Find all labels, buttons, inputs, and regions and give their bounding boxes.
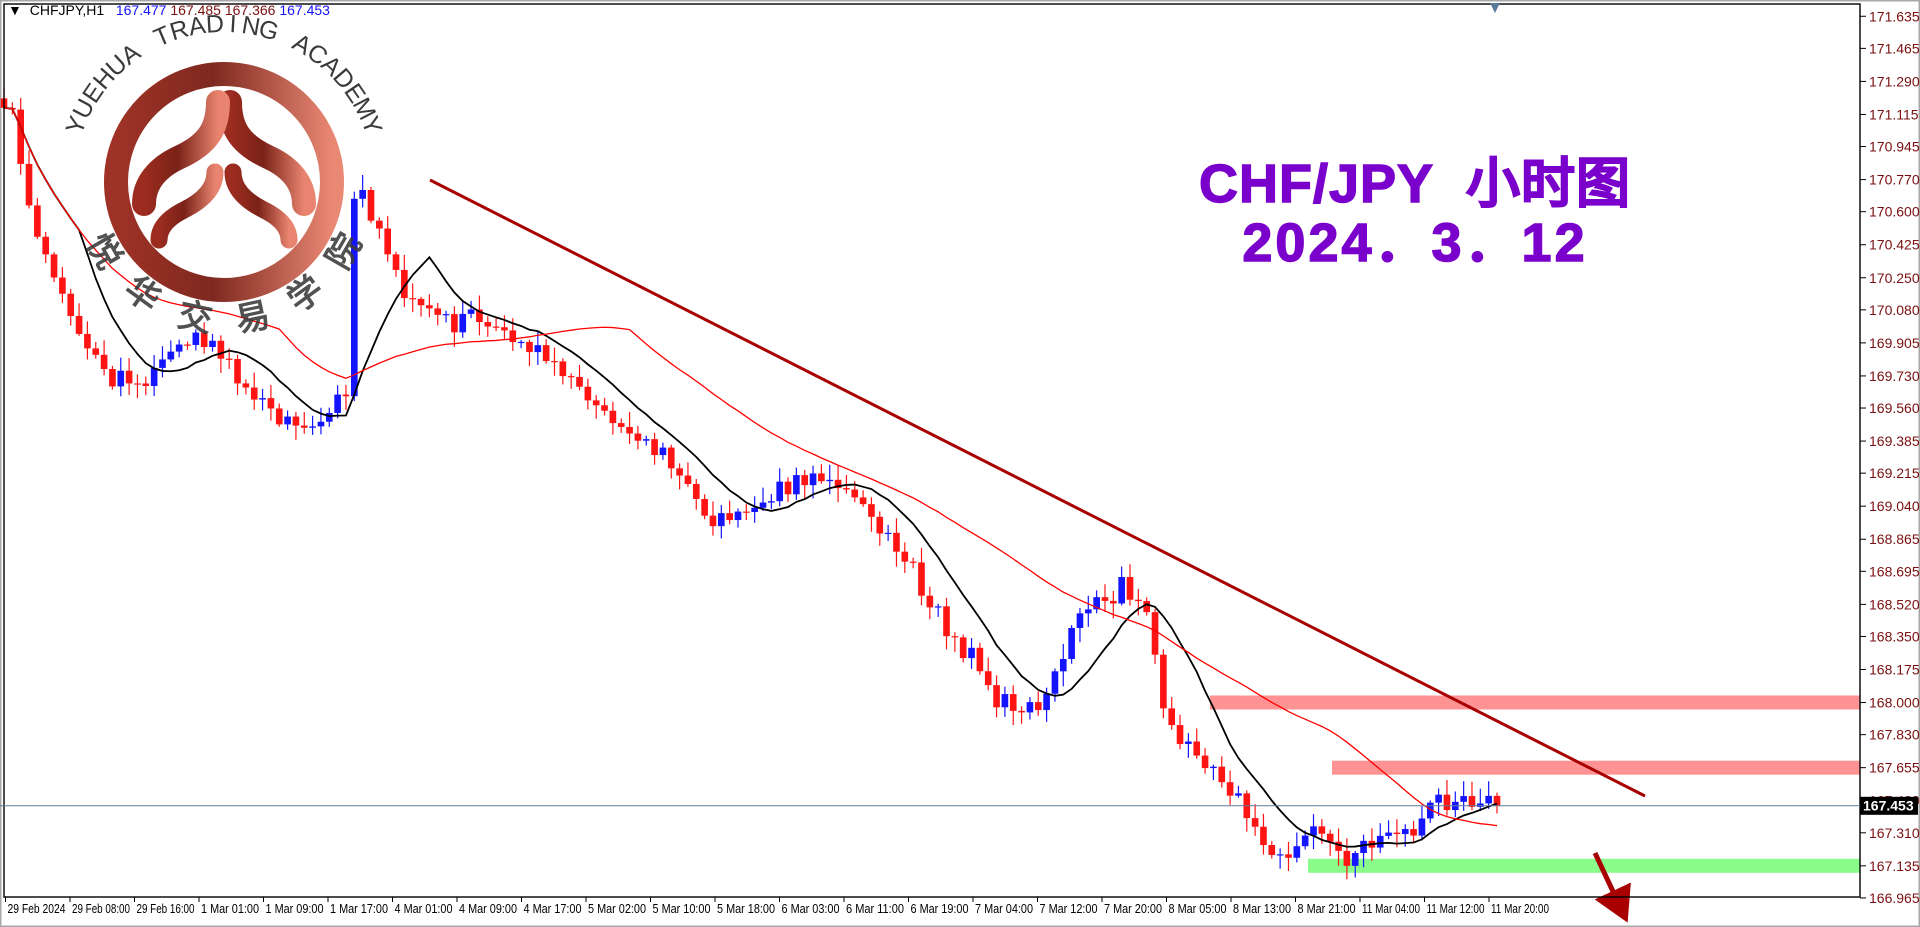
svg-text:7 Mar 20:00: 7 Mar 20:00: [1104, 901, 1162, 916]
svg-text:168.865: 168.865: [1869, 531, 1920, 547]
svg-text:29 Feb 08:00: 29 Feb 08:00: [72, 901, 130, 916]
svg-text:7 Mar 12:00: 7 Mar 12:00: [1040, 901, 1098, 916]
svg-text:169.215: 169.215: [1869, 465, 1920, 481]
svg-text:170.770: 170.770: [1869, 172, 1920, 188]
svg-text:4 Mar 17:00: 4 Mar 17:00: [524, 901, 582, 916]
svg-text:170.600: 170.600: [1869, 204, 1920, 220]
svg-text:169.040: 169.040: [1869, 498, 1920, 514]
svg-text:4 Mar 01:00: 4 Mar 01:00: [395, 901, 453, 916]
svg-text:168.695: 168.695: [1869, 563, 1920, 579]
svg-text:6 Mar 19:00: 6 Mar 19:00: [911, 901, 969, 916]
svg-text:170.425: 170.425: [1869, 237, 1920, 253]
svg-text:167.310: 167.310: [1869, 825, 1920, 841]
svg-text:169.905: 169.905: [1869, 335, 1920, 351]
svg-text:7 Mar 04:00: 7 Mar 04:00: [975, 901, 1033, 916]
svg-text:168.000: 168.000: [1869, 695, 1920, 711]
svg-text:168.175: 168.175: [1869, 662, 1920, 678]
svg-text:168.520: 168.520: [1869, 596, 1920, 612]
svg-text:171.635: 171.635: [1869, 8, 1920, 24]
svg-text:11 Mar 04:00: 11 Mar 04:00: [1362, 901, 1420, 916]
svg-text:11 Mar 20:00: 11 Mar 20:00: [1491, 901, 1549, 916]
svg-text:29 Feb 16:00: 29 Feb 16:00: [137, 901, 195, 916]
svg-text:1 Mar 09:00: 1 Mar 09:00: [266, 901, 324, 916]
svg-text:169.730: 169.730: [1869, 368, 1920, 384]
svg-text:169.385: 169.385: [1869, 433, 1920, 449]
svg-text:1 Mar 17:00: 1 Mar 17:00: [330, 901, 388, 916]
svg-text:170.080: 170.080: [1869, 302, 1920, 318]
svg-text:11 Mar 12:00: 11 Mar 12:00: [1427, 901, 1485, 916]
svg-text:171.115: 171.115: [1869, 106, 1919, 122]
svg-text:171.290: 171.290: [1869, 73, 1920, 89]
svg-text:167.135: 167.135: [1869, 858, 1920, 874]
svg-text:5 Mar 02:00: 5 Mar 02:00: [588, 901, 646, 916]
svg-text:171.465: 171.465: [1869, 40, 1920, 56]
svg-text:5 Mar 18:00: 5 Mar 18:00: [717, 901, 775, 916]
svg-text:167.830: 167.830: [1869, 727, 1920, 743]
svg-text:8 Mar 21:00: 8 Mar 21:00: [1298, 901, 1356, 916]
svg-text:169.560: 169.560: [1869, 400, 1920, 416]
svg-text:5 Mar 10:00: 5 Mar 10:00: [653, 901, 711, 916]
svg-text:166.965: 166.965: [1869, 890, 1920, 906]
svg-text:1 Mar 01:00: 1 Mar 01:00: [201, 901, 259, 916]
svg-text:6 Mar 03:00: 6 Mar 03:00: [782, 901, 840, 916]
svg-text:29 Feb 2024: 29 Feb 2024: [8, 901, 66, 916]
svg-text:167.453: 167.453: [1863, 797, 1914, 813]
svg-text:170.945: 170.945: [1869, 139, 1920, 155]
svg-text:170.250: 170.250: [1869, 270, 1920, 286]
svg-text:168.350: 168.350: [1869, 628, 1920, 644]
svg-text:8 Mar 13:00: 8 Mar 13:00: [1233, 901, 1291, 916]
svg-text:4 Mar 09:00: 4 Mar 09:00: [459, 901, 517, 916]
svg-text:8 Mar 05:00: 8 Mar 05:00: [1169, 901, 1227, 916]
svg-text:6 Mar 11:00: 6 Mar 11:00: [846, 901, 904, 916]
svg-text:167.655: 167.655: [1869, 760, 1920, 776]
